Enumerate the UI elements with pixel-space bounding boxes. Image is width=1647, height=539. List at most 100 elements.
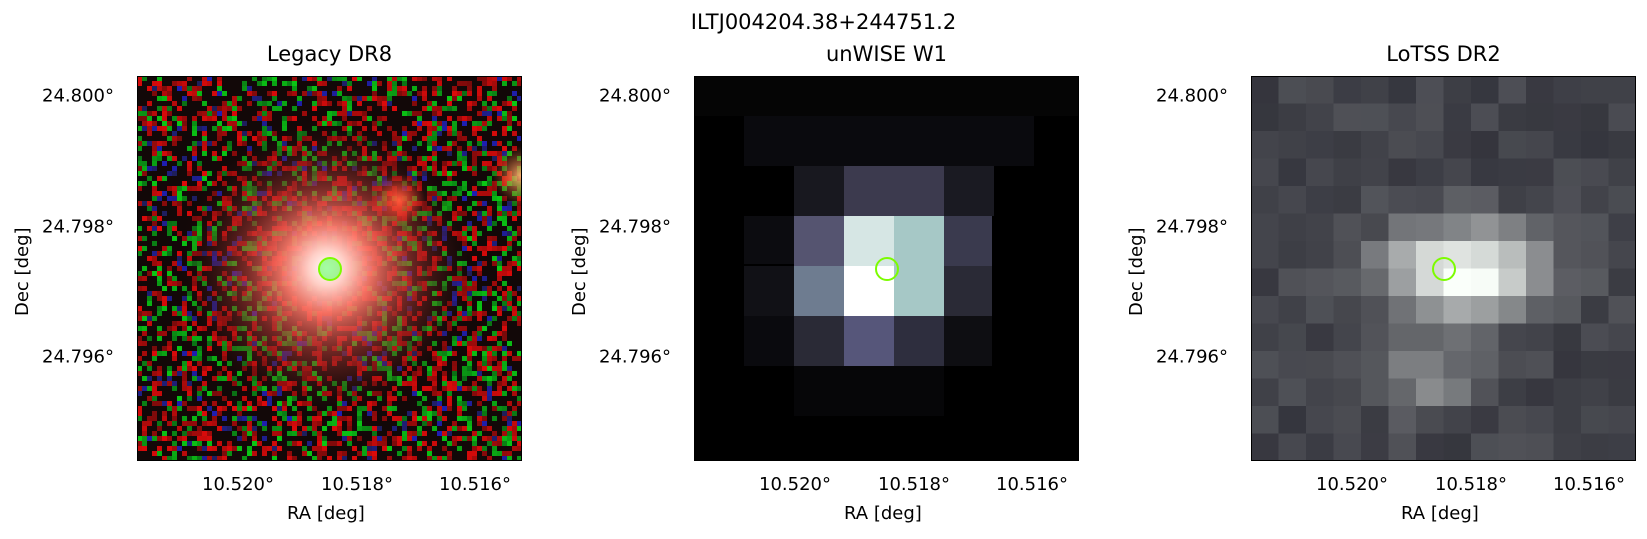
xtick: 10.520° [759, 474, 831, 495]
axes-frame [137, 76, 522, 461]
lotss-pixel [1416, 296, 1444, 324]
ytick: 24.800° [599, 85, 671, 107]
lotss-pixel [1581, 323, 1609, 352]
lotss-pixel [1333, 103, 1362, 132]
lotss-pixel [1553, 268, 1582, 297]
lotss-pixel [1278, 323, 1307, 352]
lotss-pixel [1333, 213, 1362, 242]
ytick: 24.798° [1156, 216, 1228, 238]
lotss-pixel [1278, 76, 1307, 104]
lotss-pixel [1581, 268, 1609, 297]
lotss-pixel [1251, 186, 1279, 214]
lotss-pixel [1553, 296, 1582, 324]
lotss-pixel [1526, 131, 1554, 159]
y-axis-label: Dec [deg] [569, 227, 590, 316]
lotss-pixel [1581, 103, 1609, 132]
lotss-pixel [1251, 433, 1279, 461]
lotss-pixel [1471, 433, 1499, 461]
lotss-pixel [1443, 268, 1472, 297]
lotss-pixel [1388, 378, 1417, 407]
lotss-pixel [1498, 76, 1527, 104]
lotss-pixel [1443, 158, 1472, 187]
y-axis-label: Dec [deg] [12, 227, 33, 316]
lotss-pixel [1361, 351, 1389, 379]
lotss-pixel [1361, 76, 1389, 104]
x-axis-label: RA [deg] [844, 503, 922, 524]
y-axis-label: Dec [deg] [1126, 227, 1147, 316]
lotss-pixel [1278, 406, 1307, 434]
lotss-pixel [1306, 186, 1334, 214]
ytick: 24.798° [42, 216, 114, 238]
x-axis-label: RA [deg] [1401, 503, 1479, 524]
xtick: 10.518° [878, 474, 950, 495]
lotss-pixel [1471, 323, 1499, 352]
lotss-pixel [1581, 158, 1609, 187]
lotss-pixel [1333, 378, 1362, 407]
ytick: 24.796° [1156, 346, 1228, 368]
lotss-pixel [1306, 378, 1334, 407]
lotss-pixel [1416, 186, 1444, 214]
lotss-pixel [1526, 158, 1554, 187]
lotss-pixel [1443, 323, 1472, 352]
lotss-pixel [1526, 76, 1554, 104]
lotss-pixel [1361, 296, 1389, 324]
lotss-pixel [1553, 76, 1582, 104]
lotss-pixel [1388, 268, 1417, 297]
lotss-pixel [1416, 213, 1444, 242]
lotss-pixel [1498, 131, 1527, 159]
lotss-pixel [1526, 186, 1554, 214]
lotss-pixel [1333, 406, 1362, 434]
lotss-pixel [1581, 241, 1609, 269]
lotss-pixel [1306, 241, 1334, 269]
lotss-pixel [1388, 158, 1417, 187]
lotss-pixel [1278, 351, 1307, 379]
lotss-pixel [1471, 296, 1499, 324]
lotss-pixel [1361, 323, 1389, 352]
lotss-pixel [1416, 268, 1444, 297]
xtick: 10.516° [1553, 474, 1625, 495]
lotss-pixel [1443, 406, 1472, 434]
lotss-pixel [1526, 296, 1554, 324]
lotss-pixel [1553, 103, 1582, 132]
unwise-image-axes [694, 76, 1079, 461]
lotss-pixel [1361, 186, 1389, 214]
lotss-pixel [1608, 241, 1636, 269]
lotss-pixel [1416, 76, 1444, 104]
lotss-pixel [1471, 158, 1499, 187]
lotss-pixel [1553, 406, 1582, 434]
lotss-pixel [1471, 76, 1499, 104]
lotss-pixel [1471, 268, 1499, 297]
lotss-pixel [1361, 213, 1389, 242]
lotss-pixel [1498, 158, 1527, 187]
panel-title: unWISE W1 [826, 42, 947, 66]
lotss-pixel [1553, 378, 1582, 407]
lotss-pixel [1306, 323, 1334, 352]
lotss-pixel [1471, 131, 1499, 159]
lotss-pixel [1581, 131, 1609, 159]
axes-frame [694, 76, 1079, 461]
lotss-pixel [1388, 131, 1417, 159]
lotss-pixel [1608, 103, 1636, 132]
lotss-pixel [1361, 433, 1389, 461]
lotss-pixel [1416, 433, 1444, 461]
xtick: 10.516° [439, 474, 511, 495]
lotss-pixel [1443, 186, 1472, 214]
lotss-pixel [1333, 76, 1362, 104]
lotss-pixel [1608, 378, 1636, 407]
lotss-pixel [1416, 351, 1444, 379]
lotss-pixel [1416, 158, 1444, 187]
lotss-pixel [1333, 158, 1362, 187]
lotss-pixel [1608, 186, 1636, 214]
lotss-pixel [1361, 406, 1389, 434]
lotss-pixel [1251, 378, 1279, 407]
panel-lotss-dr2: LoTSS DR2 24.800° 24.798° 24.796° 10.520… [1114, 0, 1647, 539]
panel-title: Legacy DR8 [266, 42, 393, 66]
lotss-image-axes [1251, 76, 1636, 461]
lotss-pixel [1581, 351, 1609, 379]
lotss-pixel [1361, 103, 1389, 132]
lotss-pixel [1278, 241, 1307, 269]
lotss-pixel [1333, 323, 1362, 352]
lotss-pixel [1498, 323, 1527, 352]
lotss-pixel [1443, 76, 1472, 104]
lotss-pixel [1306, 296, 1334, 324]
